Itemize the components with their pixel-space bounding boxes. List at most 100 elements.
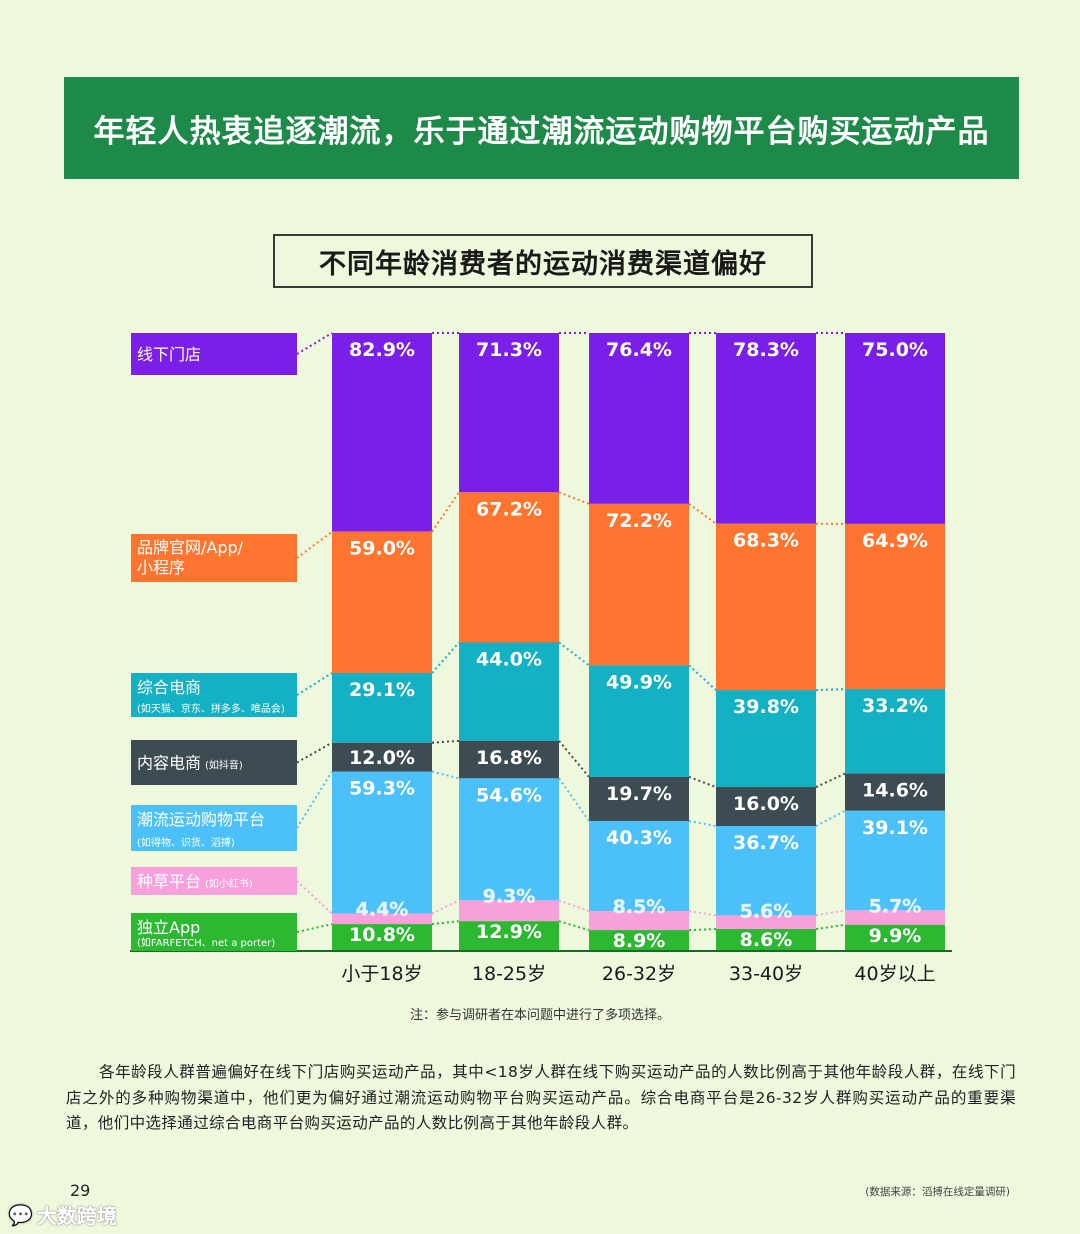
bar-segment xyxy=(845,773,945,811)
connector-line xyxy=(431,739,460,744)
data-label: 16.8% xyxy=(476,747,542,769)
data-label: 12.0% xyxy=(349,747,415,769)
data-label: 5.7% xyxy=(869,895,922,917)
bar-segment xyxy=(459,492,559,643)
legend-connector xyxy=(296,880,333,915)
legend-swatch xyxy=(131,333,297,375)
bar-segment xyxy=(589,503,689,666)
legend-label: 线下门店 xyxy=(137,345,201,364)
bar-segment xyxy=(459,778,559,901)
data-label: 39.1% xyxy=(862,817,928,839)
summary-paragraph: 各年龄段人群普遍偏好在线下门店购买运动产品，其中<18岁人群在线下购买运动产品的… xyxy=(66,1063,1016,1132)
connector-line xyxy=(688,928,717,932)
data-label: 5.6% xyxy=(740,900,793,922)
x-tick-label: 18-25岁 xyxy=(472,963,546,985)
legend-item: 种草平台 (如小红书) xyxy=(131,867,297,895)
bar-segment xyxy=(459,642,559,741)
data-label: 59.3% xyxy=(349,777,415,799)
connector-line xyxy=(431,770,460,780)
legend-item: 潮流运动购物平台 (如得物、识货、滔搏) xyxy=(131,805,297,851)
watermark-text: 大数跨境 xyxy=(36,1204,117,1228)
legend-item: 品牌官网/App/小程序 xyxy=(131,534,297,582)
chart-title: 不同年龄消费者的运动消费渠道偏好 xyxy=(319,248,767,280)
bar-segment xyxy=(332,742,432,772)
legend-connector xyxy=(296,530,333,559)
bar-segment xyxy=(589,333,689,504)
bar-segment xyxy=(332,673,432,743)
data-label: 12.9% xyxy=(476,921,542,943)
data-label: 8.6% xyxy=(740,929,793,951)
connector-line xyxy=(688,664,717,691)
bar-segment xyxy=(716,826,816,916)
channel-preference-chart: 82.9% 59.0% 29.1% 12.0% 59.3% 4.4% 10.8% 71.3% 6… xyxy=(130,332,952,985)
x-tick-label: 33-40岁 xyxy=(729,963,803,985)
data-label: 14.6% xyxy=(862,780,928,802)
legend-item: 线下门店 xyxy=(131,333,297,375)
connector-line xyxy=(815,923,846,931)
connector-line xyxy=(688,775,717,788)
bar-segment xyxy=(332,771,432,914)
bar-segment xyxy=(589,665,689,777)
legend-connector xyxy=(296,770,333,829)
legend-note: (如FARFETCH、net a porter) xyxy=(137,936,275,949)
connector-line xyxy=(558,641,590,667)
legend-connector xyxy=(296,672,333,696)
connector-line xyxy=(815,772,846,788)
data-label: 40.3% xyxy=(606,827,672,849)
connector-line xyxy=(688,910,717,917)
page-number: 29 xyxy=(70,1181,91,1200)
bar-segment xyxy=(589,820,689,912)
x-tick-label: 小于18岁 xyxy=(341,963,422,985)
data-label: 78.3% xyxy=(733,339,799,361)
legend-note: (如得物、识货、滔搏) xyxy=(137,836,235,849)
connector-line xyxy=(688,503,717,525)
legend-label: 综合电商 xyxy=(137,678,201,697)
bar-segment xyxy=(845,523,945,690)
bar-4 xyxy=(716,333,816,950)
data-label: 49.9% xyxy=(606,671,672,693)
data-label: 67.2% xyxy=(476,498,542,520)
bar-segment xyxy=(716,787,816,827)
data-label: 19.7% xyxy=(606,783,672,805)
bar-segment xyxy=(589,776,689,821)
bar-3 xyxy=(589,333,689,950)
data-label: 76.4% xyxy=(606,339,672,361)
connector-line xyxy=(558,920,590,932)
bar-segment xyxy=(716,915,816,930)
data-label: 29.1% xyxy=(349,679,415,701)
connector-line xyxy=(558,740,590,778)
data-label: 72.2% xyxy=(606,510,672,532)
page-title: 年轻人热衷追逐潮流，乐于通过潮流运动购物平台购买运动产品 xyxy=(93,113,990,150)
watermark: 💬 大数跨境 xyxy=(8,1200,117,1229)
data-label: 33.2% xyxy=(862,695,928,717)
connector-line xyxy=(815,809,846,827)
bar-segment xyxy=(845,810,945,911)
connector-line xyxy=(558,899,590,913)
data-label: 36.7% xyxy=(733,832,799,854)
data-label: 16.0% xyxy=(733,793,799,815)
title-banner: 年轻人热衷追逐潮流，乐于通过潮流运动购物平台购买运动产品 xyxy=(64,77,1019,179)
connector-line xyxy=(688,819,717,827)
legend-label: 小程序 xyxy=(137,558,185,577)
data-label: 68.3% xyxy=(733,530,799,552)
connector-line xyxy=(558,777,590,822)
data-label: 44.0% xyxy=(476,649,542,671)
legend-connector xyxy=(296,741,333,764)
chart-note: 注：参与调研者在本问题中进行了多项选择。 xyxy=(409,1008,670,1023)
bar-segment xyxy=(589,911,689,931)
chat-bubble-icon: 💬 xyxy=(8,1202,33,1227)
bar-segment xyxy=(459,900,559,922)
data-label: 82.9% xyxy=(349,339,415,361)
data-source: (数据来源：滔搏在线定量调研) xyxy=(865,1186,1010,1198)
data-label: 64.9% xyxy=(862,530,928,552)
connector-line xyxy=(431,920,460,926)
bar-segment xyxy=(459,333,559,493)
bar-segment xyxy=(459,921,559,950)
chart-title-box: 不同年龄消费者的运动消费渠道偏好 xyxy=(273,234,813,288)
data-label: 75.0% xyxy=(862,339,928,361)
legend-note: (如天猫、京东、拼多多、唯品会) xyxy=(137,702,285,715)
data-label: 10.8% xyxy=(349,924,415,946)
bar-segment xyxy=(845,910,945,925)
bar-segment xyxy=(845,924,945,950)
legend-connector xyxy=(296,332,333,355)
